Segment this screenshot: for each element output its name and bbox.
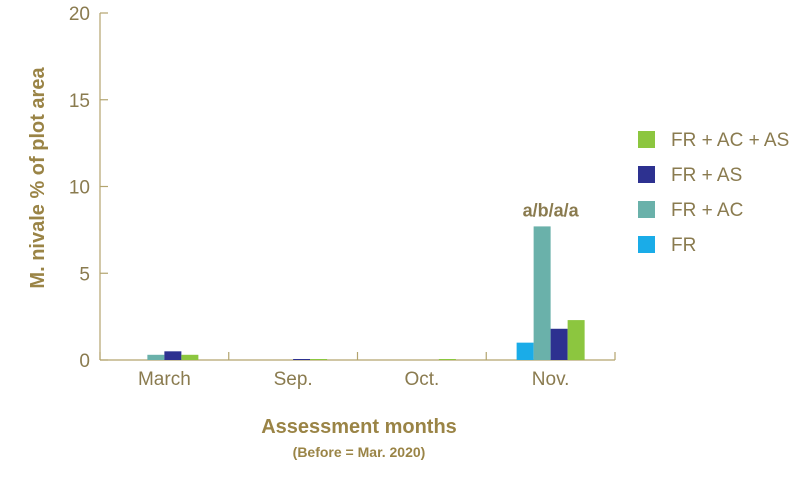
legend-swatch (638, 236, 655, 253)
y-axis-label: M. nivale % of plot area (27, 67, 49, 289)
bar (516, 342, 534, 360)
legend-label: FR + AC (671, 200, 743, 221)
y-tick-label: 20 (69, 4, 90, 25)
bar (533, 226, 551, 360)
y-tick-label: 0 (79, 351, 90, 372)
legend-swatch (638, 201, 655, 218)
bar (181, 354, 199, 360)
bar (310, 359, 328, 360)
x-tick-label: Oct. (404, 369, 439, 390)
bars (147, 226, 585, 360)
legend-label: FR + AS (671, 165, 742, 186)
x-axis-sublabel: (Before = Mar. 2020) (293, 444, 426, 460)
legend: FR + AC + AS FR + AS FR + AC FR (638, 130, 789, 256)
bar (293, 359, 311, 360)
x-tick-label: March (138, 369, 191, 390)
legend-label: FR (671, 235, 696, 256)
legend-label: FR + AC + AS (671, 130, 789, 151)
bar (567, 320, 585, 360)
x-tick-label: Sep. (274, 369, 313, 390)
bar (550, 328, 568, 360)
y-tick-label: 5 (79, 264, 90, 285)
bar (164, 351, 182, 360)
legend-swatch (638, 166, 655, 183)
y-tick-label: 15 (69, 91, 90, 112)
bar-annotation: a/b/a/a (523, 200, 580, 220)
y-axis: 0 5 10 15 20 (69, 4, 108, 372)
bar (147, 354, 165, 360)
annotations: a/b/a/a (523, 200, 580, 220)
y-tick-label: 10 (69, 178, 90, 199)
bar (438, 359, 456, 360)
x-axis-label: Assessment months (261, 416, 457, 438)
legend-swatch (638, 131, 655, 148)
x-tick-label: Nov. (532, 369, 570, 390)
